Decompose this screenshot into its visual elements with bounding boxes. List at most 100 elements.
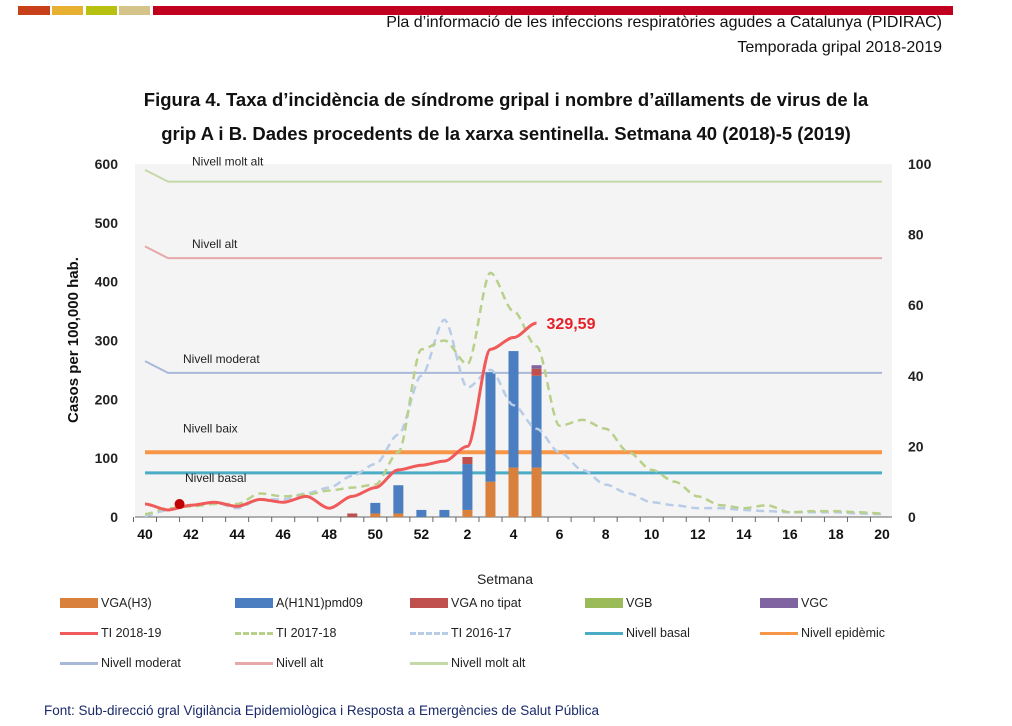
y-tick-label: 100 <box>95 450 119 466</box>
x-tick-label: 6 <box>556 526 564 542</box>
level-label: Nivell alt <box>192 237 238 251</box>
line-ti-2017-18 <box>144 271 883 516</box>
legend-swatch <box>235 598 273 608</box>
legend-label: Nivell epidèmic <box>801 626 886 640</box>
legend-swatch <box>760 598 798 608</box>
x-tick-label: 4 <box>510 526 518 542</box>
legend-label: Nivell basal <box>626 626 690 640</box>
legend-item: A(H1N1)pmd09 <box>235 596 363 610</box>
bar-vganotipat <box>347 513 358 517</box>
marker-dot <box>174 499 185 510</box>
bar-vgah3 <box>531 467 542 517</box>
header-color-bar <box>119 6 150 15</box>
x-tick-label: 48 <box>321 526 337 542</box>
y2-tick-label: 60 <box>908 297 924 313</box>
bar-vgah3 <box>462 509 473 517</box>
y-axis-title: Casos per 100,000 hab. <box>65 257 82 423</box>
y2-tick-label: 100 <box>908 156 932 172</box>
annotation-label: 329,59 <box>547 316 596 333</box>
legend-item: VGA(H3) <box>60 596 152 610</box>
legend-label: TI 2018-19 <box>101 626 162 640</box>
x-tick-label: 52 <box>414 526 430 542</box>
source-footer: Font: Sub-direcció gral Vigilància Epide… <box>44 703 600 718</box>
y-tick-label: 300 <box>95 333 119 349</box>
y-tick-label: 400 <box>95 274 119 290</box>
bar-vgah3 <box>485 481 496 517</box>
bar-vgah3 <box>508 467 519 517</box>
y-tick-label: 200 <box>95 391 119 407</box>
legend-label: Nivell molt alt <box>451 656 526 670</box>
y2-tick-label: 0 <box>908 509 916 525</box>
legend-label: VGA no tipat <box>451 596 522 610</box>
legend-swatch <box>235 631 273 635</box>
legend-item: TI 2016-17 <box>410 626 511 640</box>
legend-label: VGA(H3) <box>101 596 152 610</box>
x-tick-label: 16 <box>782 526 798 542</box>
bar-ah1n1pmd09 <box>370 502 381 514</box>
x-tick-label: 8 <box>602 526 610 542</box>
y-tick-label: 600 <box>95 156 119 172</box>
bar-ah1n1pmd09 <box>531 375 542 468</box>
legend-label: TI 2016-17 <box>451 626 512 640</box>
legend-item: TI 2018-19 <box>60 626 161 640</box>
y2-tick-label: 40 <box>908 368 924 384</box>
legend-swatch <box>585 631 623 635</box>
legend-swatch <box>410 661 448 665</box>
figure-title-line2: grip A i B. Dades procedents de la xarxa… <box>161 123 851 144</box>
x-tick-label: 14 <box>736 526 752 542</box>
legend-swatch <box>410 598 448 608</box>
header-color-bar <box>86 6 117 15</box>
legend-item: Nivell basal <box>585 626 690 640</box>
legend-swatch <box>60 598 98 608</box>
line-ti-2016-17 <box>144 318 883 518</box>
bar-vgc <box>531 365 542 369</box>
header-color-bar <box>18 6 50 15</box>
legend-swatch <box>60 661 98 665</box>
legend-label: Nivell moderat <box>101 656 181 670</box>
bar-ah1n1pmd09 <box>416 509 427 517</box>
legend-item: Nivell moderat <box>60 656 181 670</box>
bar-vganotipat <box>462 456 473 465</box>
level-label: Nivell molt alt <box>192 155 264 169</box>
x-tick-label: 18 <box>828 526 844 542</box>
x-tick-label: 50 <box>368 526 384 542</box>
level-line <box>144 245 882 260</box>
bar-ah1n1pmd09 <box>462 464 473 510</box>
header-color-bar <box>52 6 83 15</box>
level-label: Nivell basal <box>185 471 246 485</box>
bar-vganotipat <box>531 368 542 376</box>
y2-tick-label: 20 <box>908 438 924 454</box>
legend-swatch <box>60 631 98 635</box>
header-title: Pla d’informació de les infeccions respi… <box>386 14 942 31</box>
bar-ah1n1pmd09 <box>508 351 519 468</box>
bar-ah1n1pmd09 <box>485 372 496 482</box>
x-tick-label: 20 <box>874 526 890 542</box>
level-label: Nivell baix <box>183 421 238 435</box>
legend-label: A(H1N1)pmd09 <box>276 596 363 610</box>
x-tick-label: 42 <box>183 526 199 542</box>
y-tick-label: 0 <box>110 509 118 525</box>
line-ti-2018-19 <box>144 321 537 512</box>
level-line <box>144 360 882 374</box>
header-color-bar <box>153 6 953 15</box>
legend-item: VGB <box>585 596 652 610</box>
x-tick-label: 10 <box>644 526 660 542</box>
level-label: Nivell moderat <box>183 352 260 366</box>
legend-swatch <box>235 661 273 665</box>
legend-item: TI 2017-18 <box>235 626 336 640</box>
figure-title-line1: Figura 4. Taxa d’incidència de síndrome … <box>143 89 869 110</box>
x-tick-label: 12 <box>690 526 706 542</box>
legend-item: Nivell epidèmic <box>760 626 885 640</box>
x-tick-label: 40 <box>137 526 153 542</box>
legend-swatch <box>760 631 798 635</box>
legend-item: Nivell alt <box>235 656 323 670</box>
legend-label: Nivell alt <box>276 656 324 670</box>
bar-ah1n1pmd09 <box>393 485 404 514</box>
legend-swatch <box>585 598 623 608</box>
x-tick-label: 2 <box>464 526 472 542</box>
legend-item: VGC <box>760 596 828 610</box>
x-axis-title: Setmana <box>477 571 533 587</box>
header-subtitle: Temporada gripal 2018-2019 <box>737 39 942 56</box>
level-line <box>144 168 882 183</box>
